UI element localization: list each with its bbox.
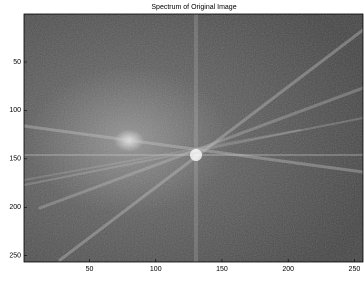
chart-title: Spectrum of Original Image	[151, 4, 236, 11]
x-tick-label: 50	[86, 266, 94, 273]
x-tick-label: 150	[216, 266, 228, 273]
spectrum-image	[24, 14, 363, 262]
x-tick-label: 100	[150, 266, 162, 273]
x-tick-label: 200	[282, 266, 294, 273]
y-tick-label: 150	[9, 156, 21, 163]
y-tick-label: 250	[9, 253, 21, 260]
page: Spectrum of Original Image 50 100 150 200 25…	[0, 0, 364, 305]
x-tick-label: 250	[349, 266, 361, 273]
image-noise	[24, 14, 363, 262]
y-tick-label: 200	[9, 204, 21, 211]
y-tick-label: 50	[13, 59, 21, 66]
chart: Spectrum of Original Image 50 100 150 200 25…	[0, 0, 364, 305]
y-tick-label: 100	[9, 107, 21, 114]
center-peak	[190, 149, 202, 161]
